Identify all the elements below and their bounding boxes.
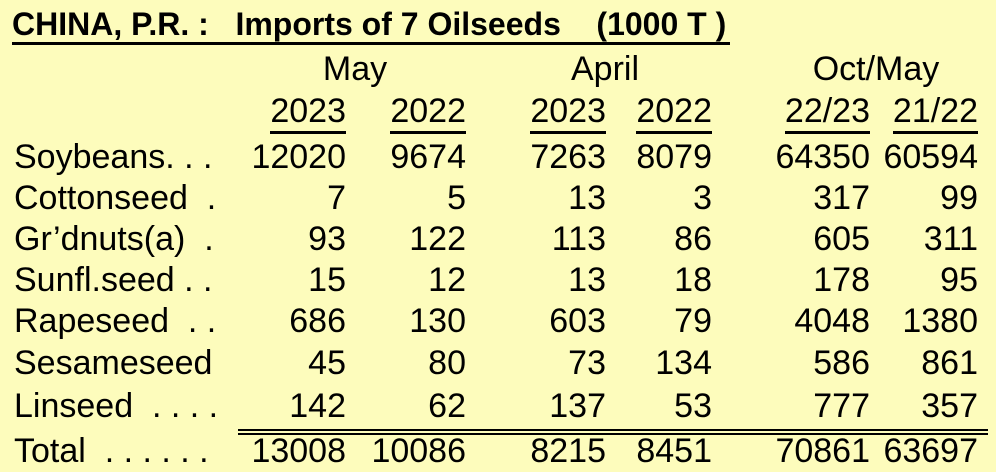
table-cell: 861 <box>921 344 978 382</box>
table-cell: 8215 <box>530 432 606 470</box>
row-label: Sesameseed <box>14 344 213 382</box>
table-cell: 18 <box>674 261 712 299</box>
table-row: Linseed . . . . 142 62 137 53 777 357 <box>0 385 996 427</box>
table-row: Rapeseed . . 686 130 603 79 4048 1380 <box>0 300 996 342</box>
table-row: Cottonseed . 7 5 13 3 317 99 <box>0 177 996 219</box>
table-cell: 15 <box>308 261 346 299</box>
table-cell: 10086 <box>371 432 466 470</box>
table-row: Soybeans. . . 12020 9674 7263 8079 64350 60594 <box>0 136 996 178</box>
table-cell: 13 <box>568 261 606 299</box>
year-header: 21/22 <box>868 92 978 134</box>
table-cell: 1380 <box>902 302 978 340</box>
table-cell: 60594 <box>883 138 978 176</box>
table-cell: 130 <box>409 302 466 340</box>
year-header: 2023 <box>236 92 346 134</box>
year-header: 2022 <box>356 92 466 134</box>
table-row: Sesameseed 45 80 73 134 586 861 <box>0 342 996 384</box>
total-row: Total . . . . . . 13008 10086 8215 8451 70861… <box>0 430 996 472</box>
table-cell: 357 <box>921 387 978 425</box>
table-cell: 70861 <box>775 432 870 470</box>
table-cell: 73 <box>568 344 606 382</box>
period-header-oct-may: Oct/May <box>812 50 940 88</box>
total-rule <box>238 429 988 431</box>
table-cell: 12020 <box>251 138 346 176</box>
row-label: Linseed . . . . <box>14 387 219 425</box>
table-cell: 137 <box>549 387 606 425</box>
table-cell: 586 <box>813 344 870 382</box>
table-cell: 63697 <box>883 432 978 470</box>
table-cell: 605 <box>813 220 870 258</box>
table-cell: 80 <box>428 344 466 382</box>
table-cell: 13008 <box>251 432 346 470</box>
table-cell: 122 <box>409 220 466 258</box>
period-header-april: April <box>570 50 640 88</box>
table-cell: 603 <box>549 302 606 340</box>
table-cell: 64350 <box>775 138 870 176</box>
table-cell: 8451 <box>636 432 712 470</box>
total-rule-double <box>238 433 988 435</box>
table-cell: 8079 <box>636 138 712 176</box>
table-cell: 79 <box>674 302 712 340</box>
table-cell: 3 <box>693 179 712 217</box>
table-cell: 93 <box>308 220 346 258</box>
table-cell: 9674 <box>390 138 466 176</box>
table-cell: 311 <box>923 220 978 258</box>
table-cell: 95 <box>940 261 978 299</box>
table-cell: 13 <box>568 179 606 217</box>
row-label: Total . . . . . . <box>14 432 209 470</box>
table-cell: 99 <box>940 179 978 217</box>
table-cell: 686 <box>289 302 346 340</box>
table-cell: 317 <box>813 179 870 217</box>
table-row: Gr’dnuts(a) . 93 122 113 86 605 311 <box>0 218 996 260</box>
year-header: 2023 <box>496 92 606 134</box>
table-title: CHINA, P.R. : Imports of 7 Oilseeds (100… <box>12 6 731 45</box>
table-cell: 53 <box>674 387 712 425</box>
row-label: Rapeseed . . <box>14 302 217 340</box>
row-label: Gr’dnuts(a) . <box>14 220 214 258</box>
table-cell: 7 <box>327 179 346 217</box>
table-cell: 142 <box>289 387 346 425</box>
year-header: 22/23 <box>760 92 870 134</box>
table-cell: 777 <box>813 387 870 425</box>
row-label: Sunfl.seed . . <box>14 261 213 299</box>
table-cell: 5 <box>447 179 466 217</box>
table-cell: 4048 <box>794 302 870 340</box>
row-label: Cottonseed . <box>14 179 217 217</box>
table-cell: 45 <box>308 344 346 382</box>
table-cell: 178 <box>813 261 870 299</box>
table-cell: 62 <box>428 387 466 425</box>
row-label: Soybeans. . . <box>14 138 213 176</box>
table-cell: 12 <box>428 261 466 299</box>
table-cell: 134 <box>655 344 712 382</box>
period-header-may: May <box>322 50 388 88</box>
table-cell: 7263 <box>530 138 606 176</box>
table-cell: 113 <box>551 220 606 258</box>
year-header: 2022 <box>602 92 712 134</box>
table-row: Sunfl.seed . . 15 12 13 18 178 95 <box>0 259 996 301</box>
table-cell: 86 <box>674 220 712 258</box>
